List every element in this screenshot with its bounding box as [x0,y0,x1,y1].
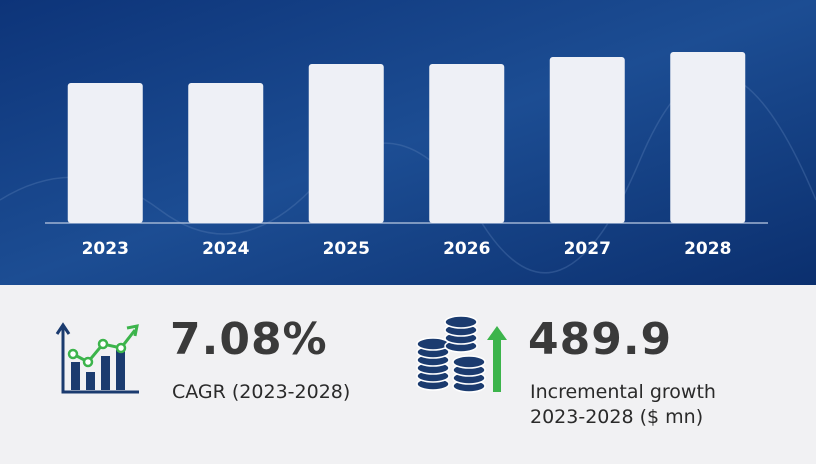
bar [67,83,143,223]
x-tick-label: 2023 [82,239,129,259]
bar [308,64,384,223]
x-tick-label: 2025 [323,239,370,259]
growth-icon [416,315,507,393]
cagr-icon [55,322,139,394]
growth-value: 489.9 [528,314,673,365]
x-tick-label: 2028 [684,239,731,259]
chart: 2023 2024 2025 2026 2027 2028 [0,0,816,285]
bar [429,64,505,223]
x-tick-label: 2024 [202,239,249,259]
growth-label: Incremental growth 2023-2028 ($ mn) [530,381,716,428]
bar [188,83,264,223]
x-tick-label: 2027 [564,239,611,259]
bar [549,57,625,223]
bar [670,52,746,223]
x-tick-label: 2026 [443,239,490,259]
cagr-label: CAGR (2023-2028) [172,381,351,403]
cagr-value: 7.08% [170,314,328,365]
